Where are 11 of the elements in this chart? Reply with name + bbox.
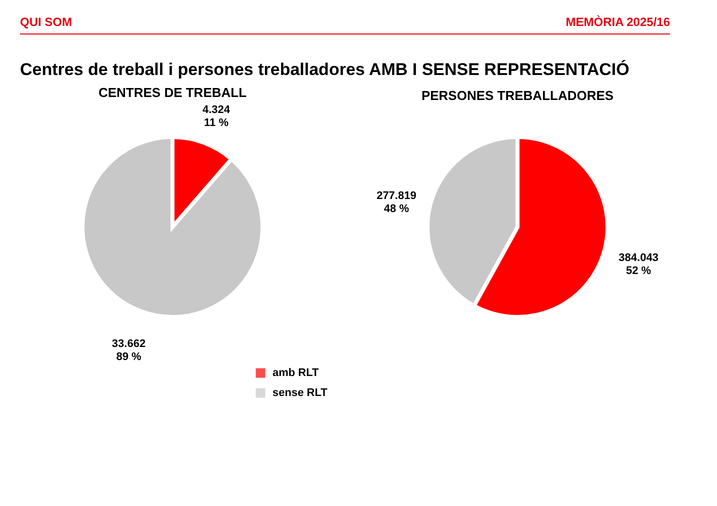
- data-label: 4.324 11 %: [202, 104, 231, 129]
- text: MEMÒRIA 2025/16: [566, 15, 670, 29]
- legend-label: sense RLT: [272, 387, 328, 399]
- chart-title: PERSONES TREBALLADORES: [421, 88, 614, 103]
- data-label: 277.819 48 %: [376, 190, 416, 215]
- text: QUI SOM: [20, 15, 72, 29]
- data-label: 384.043 52 %: [618, 252, 658, 278]
- text: Centres de treball i persones treballadores AMB I SENSE REPRESENTACIÓ: [20, 59, 630, 79]
- legend-label: amb RLT: [272, 367, 320, 379]
- chart-title: CENTRES DE TREBALL: [98, 84, 247, 100]
- data-label: 33.662 89 %: [112, 338, 146, 364]
